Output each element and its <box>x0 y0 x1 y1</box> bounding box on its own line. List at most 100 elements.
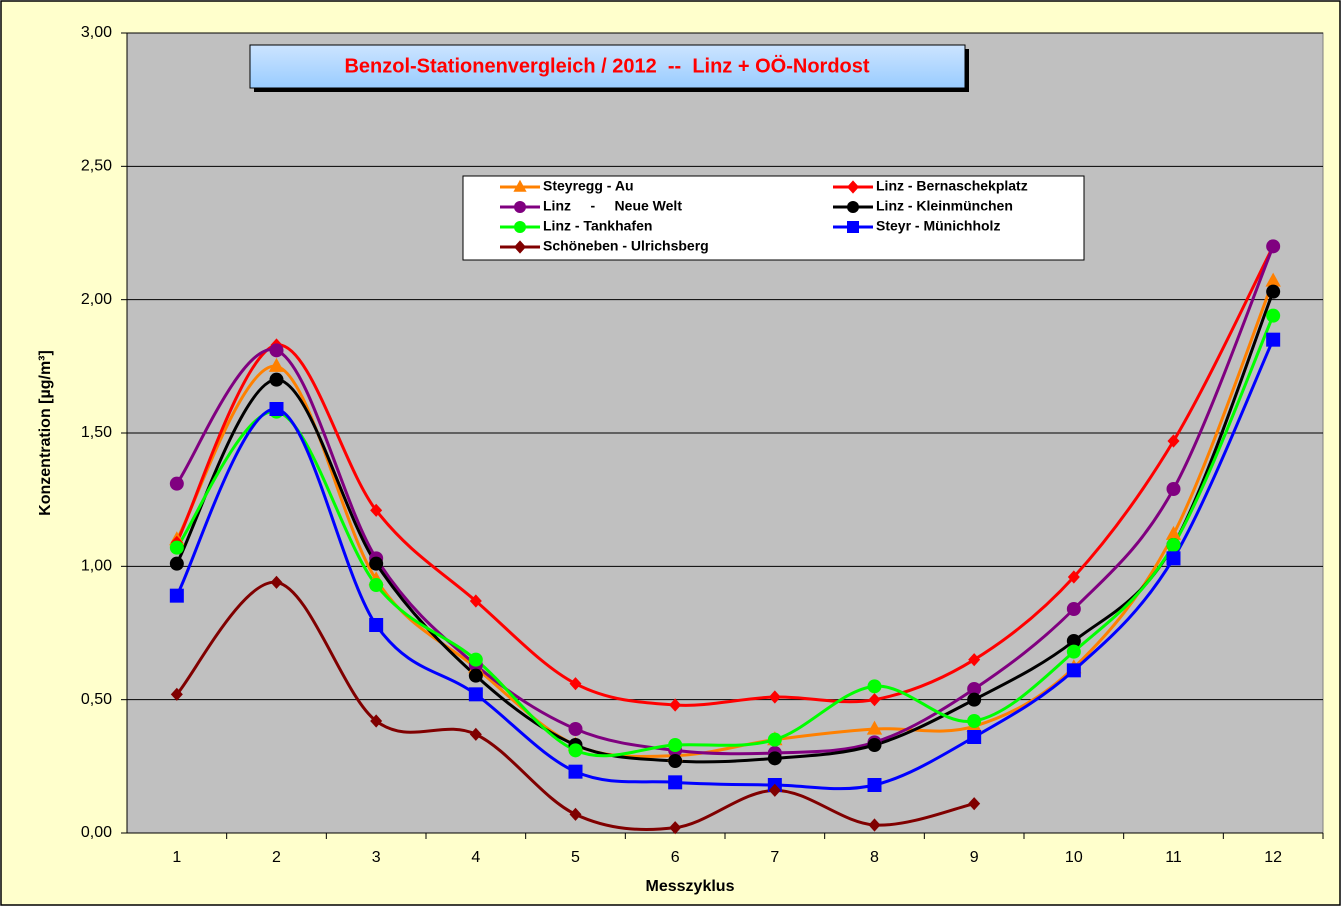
point <box>967 692 982 707</box>
legend-label: Steyr - Münichholz <box>876 218 1000 234</box>
x-tick-label: 12 <box>1264 849 1282 866</box>
point <box>1266 239 1281 254</box>
point <box>468 668 483 683</box>
point <box>468 687 483 702</box>
legend-label: Schöneben - Ulrichsberg <box>543 238 709 254</box>
point <box>569 677 582 691</box>
point <box>468 652 483 667</box>
y-tick-label: 2,50 <box>81 158 112 175</box>
point <box>1266 284 1281 299</box>
x-tick-label: 3 <box>372 849 381 866</box>
point <box>1167 434 1180 448</box>
point <box>1066 663 1081 678</box>
point <box>569 807 582 821</box>
series-line <box>175 315 1275 758</box>
point <box>370 503 383 517</box>
point <box>169 588 184 603</box>
point <box>1265 272 1281 287</box>
x-tick-label: 5 <box>571 849 580 866</box>
point <box>967 682 982 696</box>
point <box>767 751 782 766</box>
x-tick-label: 1 <box>172 849 181 866</box>
point <box>269 372 284 387</box>
series-line <box>175 245 1275 707</box>
x-tick-label: 6 <box>671 849 680 866</box>
point <box>169 540 184 555</box>
point <box>968 653 981 667</box>
legend-label: Linz - Kleinmünchen <box>876 198 1013 214</box>
point <box>1066 634 1081 648</box>
point <box>768 690 781 704</box>
point <box>967 714 982 728</box>
series-line <box>175 245 1275 756</box>
point <box>866 720 883 735</box>
y-tick-label: 3,00 <box>81 24 112 41</box>
point <box>369 578 384 592</box>
point <box>269 343 284 358</box>
point <box>1166 482 1181 496</box>
title-box <box>249 44 966 89</box>
point <box>169 476 184 491</box>
chart-title: Benzol-Stationenvergleich / 2012 -- Linz… <box>344 54 869 77</box>
point <box>270 575 283 589</box>
point <box>169 556 184 571</box>
x-tick-label: 10 <box>1065 849 1083 866</box>
point <box>1166 538 1181 552</box>
point <box>668 738 683 752</box>
point <box>768 783 781 797</box>
point <box>868 693 881 707</box>
point <box>868 818 881 832</box>
point <box>269 402 284 416</box>
point <box>513 179 527 192</box>
legend-label: Linz - Neue Welt <box>543 198 682 214</box>
point <box>568 764 583 779</box>
point <box>1266 308 1281 323</box>
series-line <box>175 339 1275 791</box>
point <box>867 738 882 752</box>
point <box>268 357 285 372</box>
y-tick-label: 2,00 <box>81 291 112 308</box>
point <box>1165 525 1182 540</box>
point <box>370 714 383 728</box>
legend <box>462 175 1085 261</box>
point <box>1166 551 1181 566</box>
x-tick-label: 11 <box>1165 849 1182 866</box>
point <box>170 687 183 701</box>
point <box>669 698 682 712</box>
point <box>568 743 583 758</box>
y-tick-label: 0,00 <box>81 824 112 841</box>
legend-label: Linz - Tankhafen <box>543 218 652 234</box>
y-tick-label: 0,50 <box>81 691 112 708</box>
y-tick-label: 1,00 <box>81 558 112 575</box>
point <box>668 754 683 768</box>
point <box>369 618 384 632</box>
point <box>469 727 482 741</box>
x-tick-label: 2 <box>272 849 281 866</box>
series-line <box>175 291 1275 764</box>
y-tick-label: 1,50 <box>81 424 112 441</box>
point <box>668 775 683 790</box>
point <box>514 240 526 254</box>
point <box>669 821 682 835</box>
point <box>968 797 981 811</box>
point <box>469 594 482 608</box>
point <box>1067 570 1080 584</box>
series-line <box>175 580 975 831</box>
point <box>568 722 583 736</box>
x-tick-label: 8 <box>870 849 879 866</box>
x-axis-label: Messzyklus <box>646 878 735 895</box>
point <box>847 201 859 213</box>
point <box>1066 602 1081 616</box>
x-tick-label: 4 <box>471 849 480 866</box>
point <box>369 556 384 571</box>
legend-label: Steyregg - Au <box>543 178 634 194</box>
y-axis-label: Konzentration [µg/m³] <box>37 350 54 516</box>
point <box>847 180 859 194</box>
legend-label: Linz - Bernaschekplatz <box>876 178 1028 194</box>
point <box>967 730 982 744</box>
point <box>767 732 782 747</box>
x-tick-label: 9 <box>970 849 979 866</box>
point <box>1066 644 1081 659</box>
